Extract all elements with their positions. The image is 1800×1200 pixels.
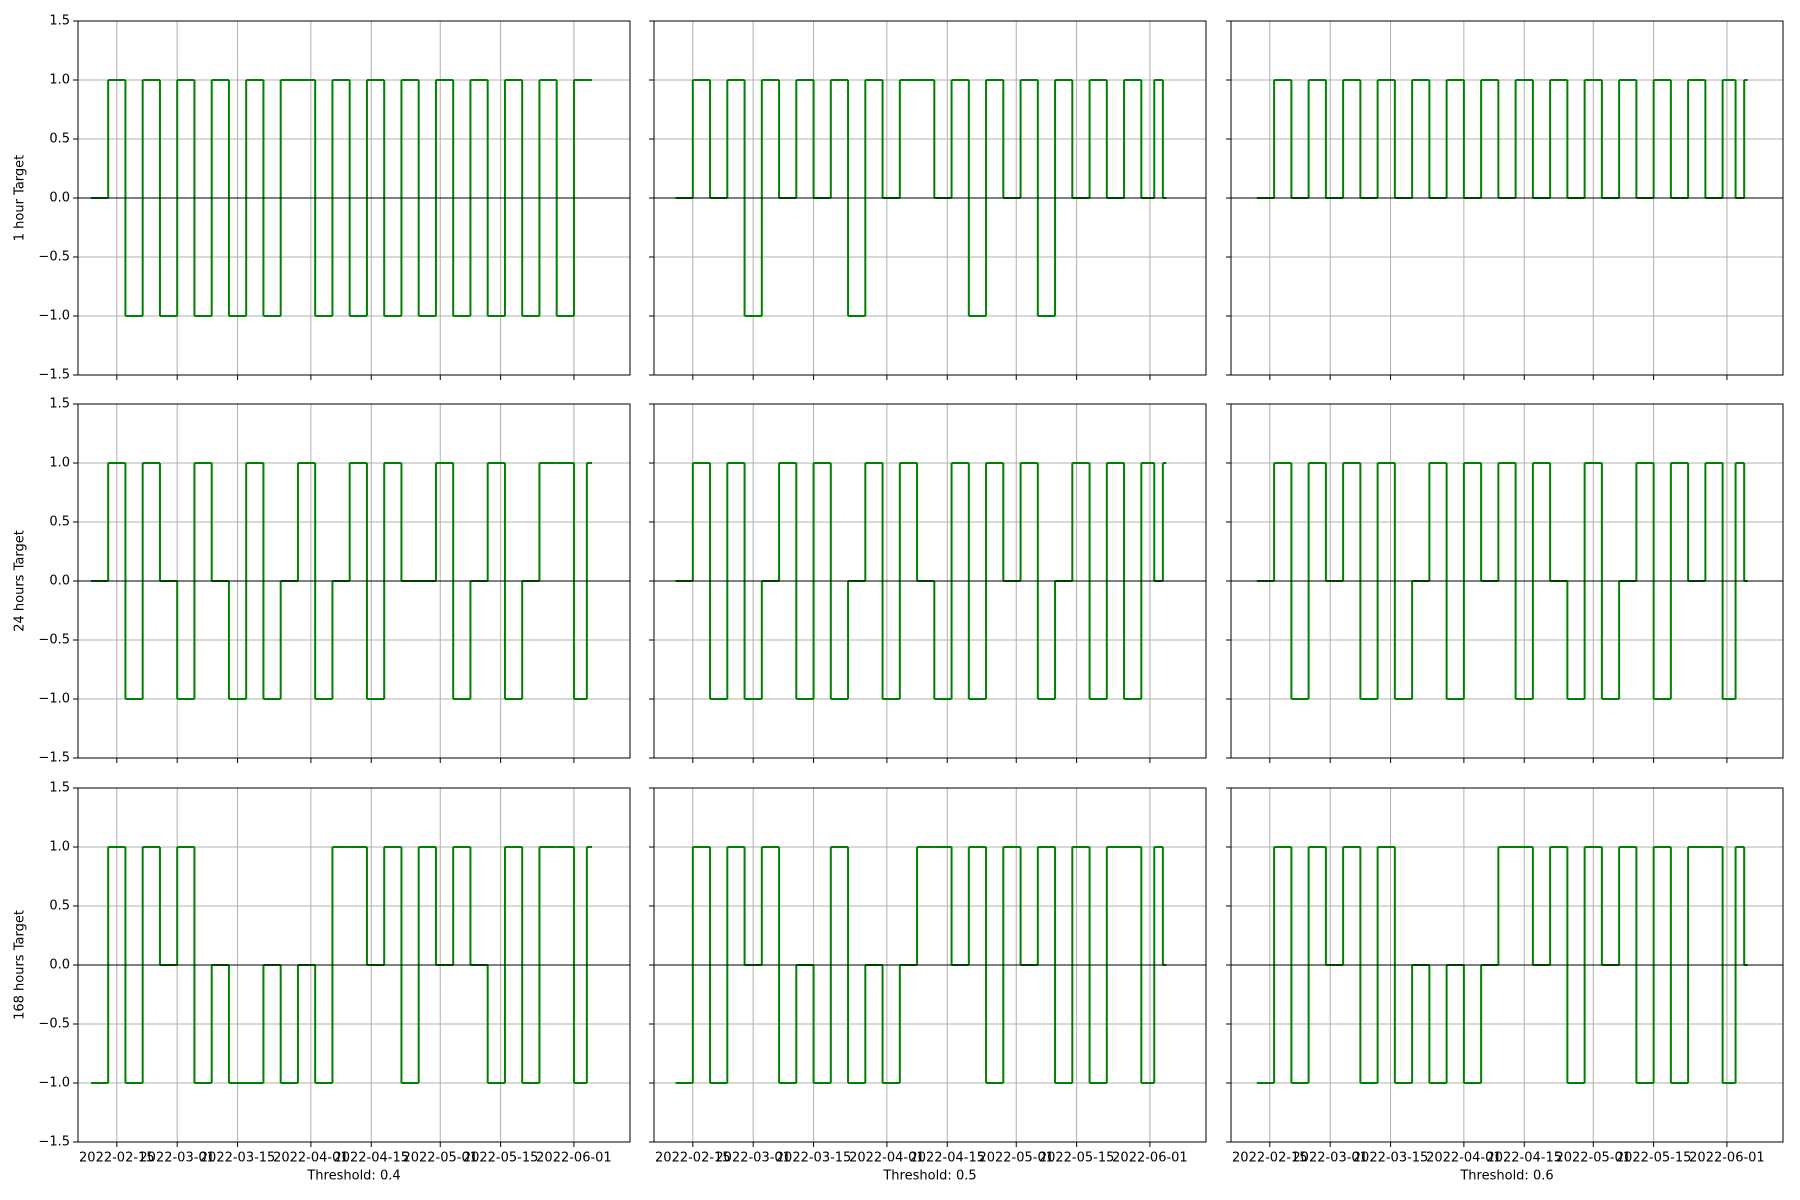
axes-frame [1230,20,1784,376]
x-tick-label: 2022-05-15 [1039,1151,1115,1166]
x-tick-label: 2022-05-01 [1555,1151,1631,1166]
x-tick-label: 2022-05-01 [978,1151,1054,1166]
x-axis-label: Threshold: 0.6 [1459,1169,1553,1184]
x-tick-label: 2022-04-15 [333,1151,409,1166]
y-tick-label: 0.0 [49,958,70,973]
y-tick-label: −1.0 [38,309,70,324]
x-tick-label: 2022-03-01 [139,1151,215,1166]
x-tick-label: 2022-06-01 [1112,1151,1188,1166]
x-tick-label: 2022-03-15 [200,1151,276,1166]
y-tick-label: 0.0 [49,191,70,206]
x-axis-label: Threshold: 0.5 [882,1169,976,1184]
axes-frame [653,787,1207,1143]
x-tick-label: 2022-05-01 [402,1151,478,1166]
y-axis-label: 24 hours Target [13,530,28,632]
y-tick-label: 0.5 [49,899,70,914]
x-tick-label: 2022-04-01 [849,1151,925,1166]
y-tick-label: 1.0 [49,456,70,471]
axes-frame [1230,787,1784,1143]
y-tick-label: 0.5 [49,515,70,530]
y-tick-label: −0.5 [38,1017,70,1032]
y-tick-label: −1.5 [38,1135,70,1150]
axes-frame [1230,403,1784,759]
x-tick-label: 2022-02-15 [1232,1151,1308,1166]
x-tick-label: 2022-04-15 [1486,1151,1562,1166]
y-tick-label: −1.5 [38,751,70,766]
x-tick-label: 2022-03-01 [715,1151,791,1166]
x-tick-label: 2022-03-01 [1292,1151,1368,1166]
axes-frame [77,20,631,376]
y-axis-label: 168 hours Target [13,910,28,1020]
axes-frame [653,403,1207,759]
x-tick-label: 2022-03-15 [1353,1151,1429,1166]
y-axis-label: 1 hour Target [13,155,28,242]
y-tick-label: 1.5 [49,397,70,412]
y-tick-label: 0.0 [49,574,70,589]
x-tick-label: 2022-05-15 [1616,1151,1692,1166]
y-tick-label: 1.5 [49,14,70,29]
x-tick-label: 2022-04-15 [909,1151,985,1166]
x-tick-label: 2022-05-15 [463,1151,539,1166]
y-tick-label: −1.5 [38,368,70,383]
x-tick-label: 2022-04-01 [1426,1151,1502,1166]
x-tick-label: 2022-06-01 [536,1151,612,1166]
y-tick-label: −1.0 [38,692,70,707]
y-tick-label: −1.0 [38,1076,70,1091]
axes-frame [77,403,631,759]
y-tick-label: 1.0 [49,73,70,88]
axes-frame [77,787,631,1143]
y-tick-label: −0.5 [38,250,70,265]
y-tick-label: 1.0 [49,840,70,855]
x-tick-label: 2022-02-15 [79,1151,155,1166]
axes-frame [653,20,1207,376]
x-tick-label: 2022-02-15 [655,1151,731,1166]
y-tick-label: 1.5 [49,781,70,796]
x-tick-label: 2022-04-01 [273,1151,349,1166]
x-tick-label: 2022-06-01 [1689,1151,1765,1166]
x-axis-label: Threshold: 0.4 [306,1169,400,1184]
x-tick-label: 2022-03-15 [776,1151,852,1166]
y-tick-label: −0.5 [38,633,70,648]
y-tick-label: 0.5 [49,132,70,147]
